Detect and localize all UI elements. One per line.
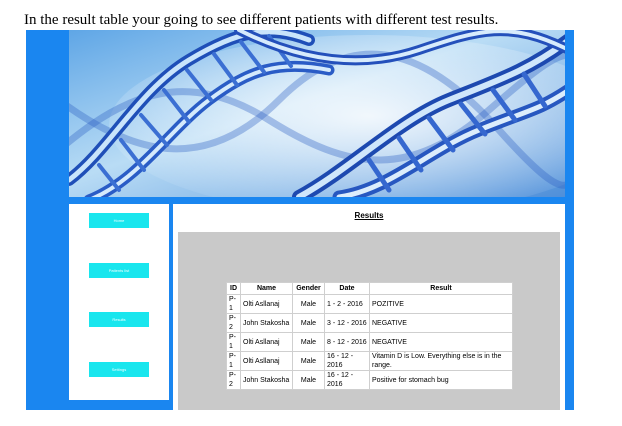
cell-date: 1 - 2 - 2016: [324, 294, 370, 314]
column-header-result: Result: [369, 282, 513, 295]
results-table: ID Name Gender Date Result P-1 Olti Asll…: [226, 282, 513, 390]
column-header-name: Name: [240, 282, 293, 295]
cell-id: P-1: [226, 351, 241, 371]
cell-date: 16 - 12 - 2016: [324, 351, 370, 371]
cell-date: 16 - 12 - 2016: [324, 370, 370, 390]
cell-date: 8 - 12 - 2016: [324, 332, 370, 352]
table-row: P-1 Olti Asllanaj Male 1 - 2 - 2016 POZI…: [226, 294, 513, 314]
cell-result: Positive for stomach bug: [369, 370, 513, 390]
column-header-id: ID: [226, 282, 241, 295]
cell-id: P-2: [226, 370, 241, 390]
page-caption: In the result table your going to see di…: [24, 12, 499, 28]
results-title: Results: [354, 211, 384, 220]
cell-id: P-1: [226, 294, 241, 314]
cell-gender: Male: [292, 351, 325, 371]
cell-name: John Stakosha: [240, 370, 293, 390]
table-row: P-2 John Stakosha Male 3 - 12 - 2016 NEG…: [226, 313, 513, 333]
cell-gender: Male: [292, 294, 325, 314]
cell-result: NEGATIVE: [369, 332, 513, 352]
table-row: P-1 Olti Asllanaj Male 16 - 12 - 2016 Vi…: [226, 351, 513, 371]
table-header-row: ID Name Gender Date Result: [226, 282, 513, 295]
cell-id: P-2: [226, 313, 241, 333]
nav-settings-button[interactable]: Settings: [89, 362, 149, 377]
cell-result: Vitamin D is Low. Everything else is in …: [369, 351, 513, 371]
cell-name: John Stakosha: [240, 313, 293, 333]
cell-id: P-1: [226, 332, 241, 352]
cell-gender: Male: [292, 370, 325, 390]
cell-name: Olti Asllanaj: [240, 351, 293, 371]
column-header-date: Date: [324, 282, 370, 295]
cell-gender: Male: [292, 313, 325, 333]
nav-results-button[interactable]: Results: [89, 312, 149, 327]
cell-result: NEGATIVE: [369, 313, 513, 333]
nav-home-button[interactable]: Home: [89, 213, 149, 228]
nav-patients-list-button[interactable]: Patients list: [89, 263, 149, 278]
table-row: P-2 John Stakosha Male 16 - 12 - 2016 Po…: [226, 370, 513, 390]
table-row: P-1 Olti Asllanaj Male 8 - 12 - 2016 NEG…: [226, 332, 513, 352]
cell-name: Olti Asllanaj: [240, 332, 293, 352]
cell-gender: Male: [292, 332, 325, 352]
dna-banner-image: [69, 30, 565, 197]
cell-date: 3 - 12 - 2016: [324, 313, 370, 333]
cell-result: POZITIVE: [369, 294, 513, 314]
column-header-gender: Gender: [292, 282, 325, 295]
dna-helix-image: [69, 30, 565, 197]
cell-name: Olti Asllanaj: [240, 294, 293, 314]
sidebar: Home Patients list Results Settings: [69, 204, 169, 400]
